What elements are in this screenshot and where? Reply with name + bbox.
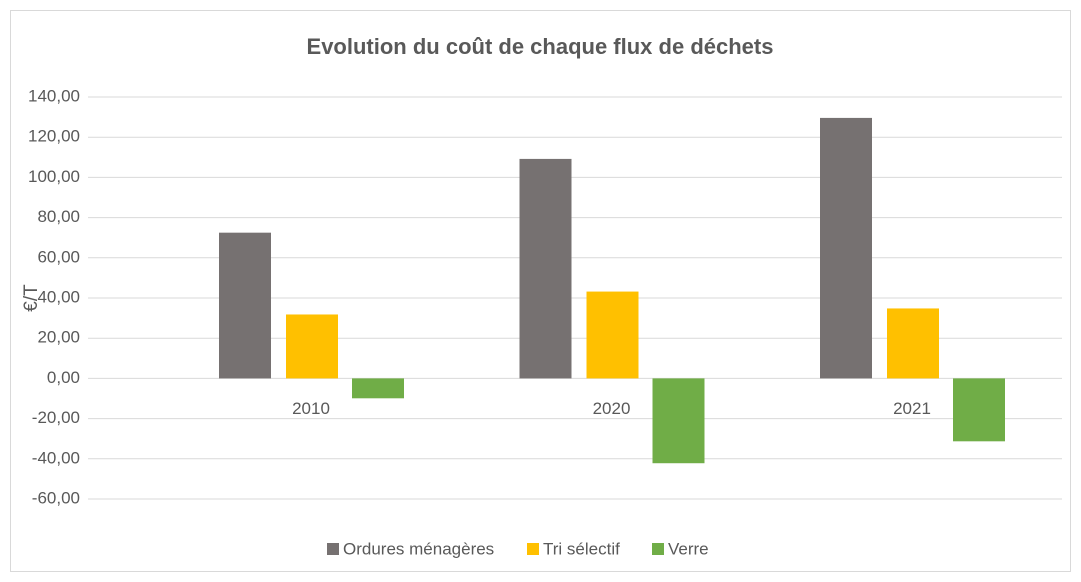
x-tick-label: 2020: [593, 399, 631, 418]
y-tick-label: 0,00: [47, 368, 80, 387]
y-tick-label: 20,00: [37, 328, 80, 347]
bar: [519, 158, 572, 379]
legend-swatch: [652, 543, 664, 555]
legend-swatch: [527, 543, 539, 555]
y-tick-label: -20,00: [32, 408, 80, 427]
bar: [219, 232, 271, 379]
bar: [286, 314, 338, 379]
y-tick-label: 140,00: [28, 86, 80, 105]
bar: [586, 291, 639, 379]
y-tick-label: 100,00: [28, 167, 80, 186]
y-tick-label: 60,00: [37, 247, 80, 266]
chart-title: Evolution du coût de chaque flux de déch…: [307, 34, 774, 59]
x-tick-label: 2021: [893, 399, 931, 418]
y-tick-label: -40,00: [32, 448, 80, 467]
bar: [820, 117, 872, 379]
y-axis-label: €/T: [21, 284, 42, 312]
legend-swatch: [327, 543, 339, 555]
bar: [652, 378, 705, 464]
y-tick-label: 40,00: [37, 287, 80, 306]
bar: [352, 378, 404, 399]
y-tick-label: 80,00: [37, 207, 80, 226]
y-tick-label: -60,00: [32, 488, 80, 507]
legend-label: Tri sélectif: [543, 539, 620, 558]
bar: [953, 378, 1005, 442]
bar: [887, 308, 939, 379]
x-tick-label: 2010: [292, 399, 330, 418]
legend-label: Ordures ménagères: [343, 539, 494, 558]
y-tick-label: 120,00: [28, 127, 80, 146]
legend-label: Verre: [668, 539, 709, 558]
